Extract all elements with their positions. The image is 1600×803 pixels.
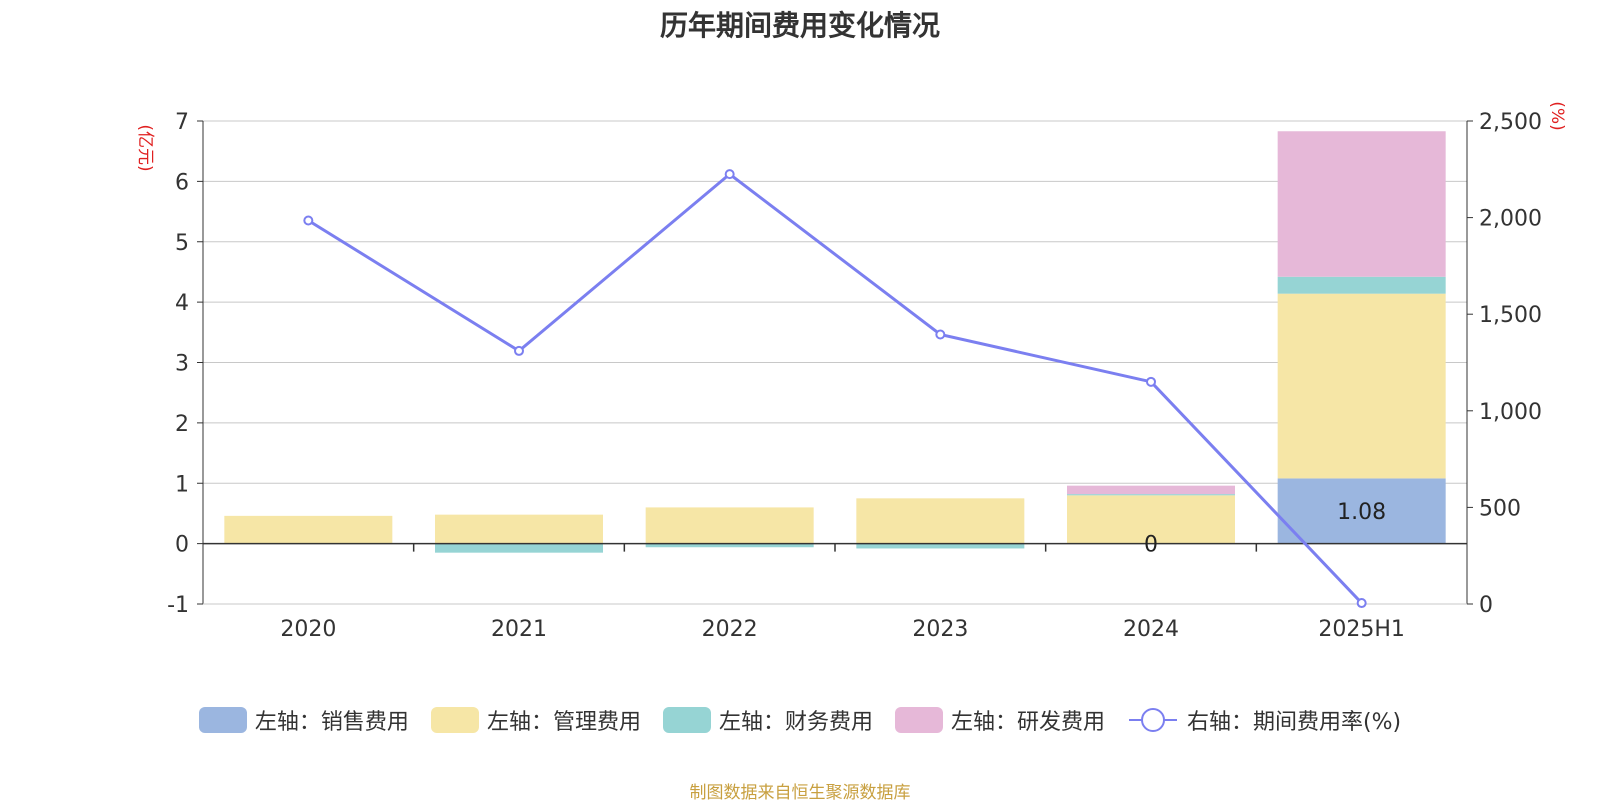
left-axis-tick-label: 4 <box>175 291 189 316</box>
line-series-point <box>514 345 524 356</box>
right-axis-label: (%) <box>1547 101 1567 130</box>
line-series-path <box>307 172 1363 605</box>
bar-2022 <box>645 507 814 544</box>
left-axis-tick-label: 1 <box>175 472 189 497</box>
left-axis-tick-label: 5 <box>175 231 189 256</box>
category-label: 2024 <box>1123 617 1179 642</box>
bar-2025H1 <box>1277 131 1446 277</box>
legend-label: 左轴：财务费用 <box>718 710 873 735</box>
left-axis-label: (亿元) <box>135 124 155 171</box>
bar-2021 <box>435 514 603 544</box>
category-label: 2022 <box>702 617 758 642</box>
bar-2022 <box>645 543 814 548</box>
legend-item[interactable]: 右轴：期间费用率(%) <box>1127 704 1401 736</box>
right-axis-tick-label: 1,500 <box>1479 303 1542 328</box>
bar-2023 <box>856 498 1025 544</box>
source-footer: 制图数据来自恒生聚源数据库 <box>689 783 911 803</box>
legend-item[interactable]: 左轴：销售费用 <box>198 704 409 736</box>
legend-swatch <box>894 707 943 733</box>
bar-2021 <box>435 543 603 553</box>
category-label: 2023 <box>912 617 968 642</box>
legend-item[interactable]: 左轴：管理费用 <box>430 704 641 736</box>
bar-2025H1 <box>1277 478 1446 544</box>
line-series-point <box>724 169 735 180</box>
legend-label: 左轴：管理费用 <box>486 710 641 735</box>
bar-2020 <box>224 515 393 544</box>
legend-item[interactable]: 左轴：研发费用 <box>894 704 1105 736</box>
chart-title: 历年期间费用变化情况 <box>659 9 940 42</box>
line-series-point <box>303 215 314 226</box>
category-label: 2025H1 <box>1318 617 1405 642</box>
bar-2024 <box>1067 494 1235 496</box>
bar-2024 <box>1067 485 1235 495</box>
line-series-point <box>1356 598 1367 609</box>
legend-swatch <box>662 707 711 733</box>
category-label: 2021 <box>491 617 547 642</box>
line-series-point <box>935 329 946 340</box>
right-axis-tick-label: 2,000 <box>1479 207 1542 232</box>
line-series-point <box>1146 376 1156 387</box>
right-axis-tick-label: 2,500 <box>1479 110 1542 135</box>
left-axis-tick-label: 6 <box>175 170 189 195</box>
chart-legend: 左轴：销售费用 左轴：管理费用 左轴：财务费用 左轴：研发费用 右轴：期间费用率(%) <box>0 704 1600 736</box>
legend-line-swatch <box>1128 708 1177 732</box>
chart-canvas: 7 6 5 4 3 2 1 0 -1 (亿元) 2,500 2,000 1,500 1,000 500 0 (%… <box>135 101 1567 642</box>
bar-2025H1 <box>1277 276 1446 294</box>
left-axis-tick-label: -1 <box>167 593 189 618</box>
legend-swatch <box>198 707 247 733</box>
legend-label: 左轴：销售费用 <box>254 710 409 735</box>
left-axis-tick-label: 2 <box>175 412 189 437</box>
legend-item[interactable]: 左轴：财务费用 <box>662 704 873 736</box>
right-axis-tick-label: 500 <box>1479 496 1521 521</box>
legend-label: 左轴：研发费用 <box>950 710 1105 735</box>
data-label: 0 <box>1144 533 1158 558</box>
right-axis-tick-label: 1,000 <box>1479 400 1542 425</box>
left-axis-tick-label: 3 <box>175 352 189 377</box>
category-label: 2020 <box>280 617 336 642</box>
bar-2024 <box>1067 495 1235 544</box>
bar-2023 <box>856 543 1025 549</box>
data-label: 1.08 <box>1337 500 1386 525</box>
left-axis-tick-label: 0 <box>175 533 189 558</box>
bar-2025H1 <box>1277 293 1446 479</box>
right-axis-tick-label: 0 <box>1479 593 1493 618</box>
left-axis-tick-label: 7 <box>175 110 189 135</box>
legend-label: 右轴：期间费用率(%) <box>1186 710 1402 735</box>
legend-swatch <box>430 707 479 733</box>
